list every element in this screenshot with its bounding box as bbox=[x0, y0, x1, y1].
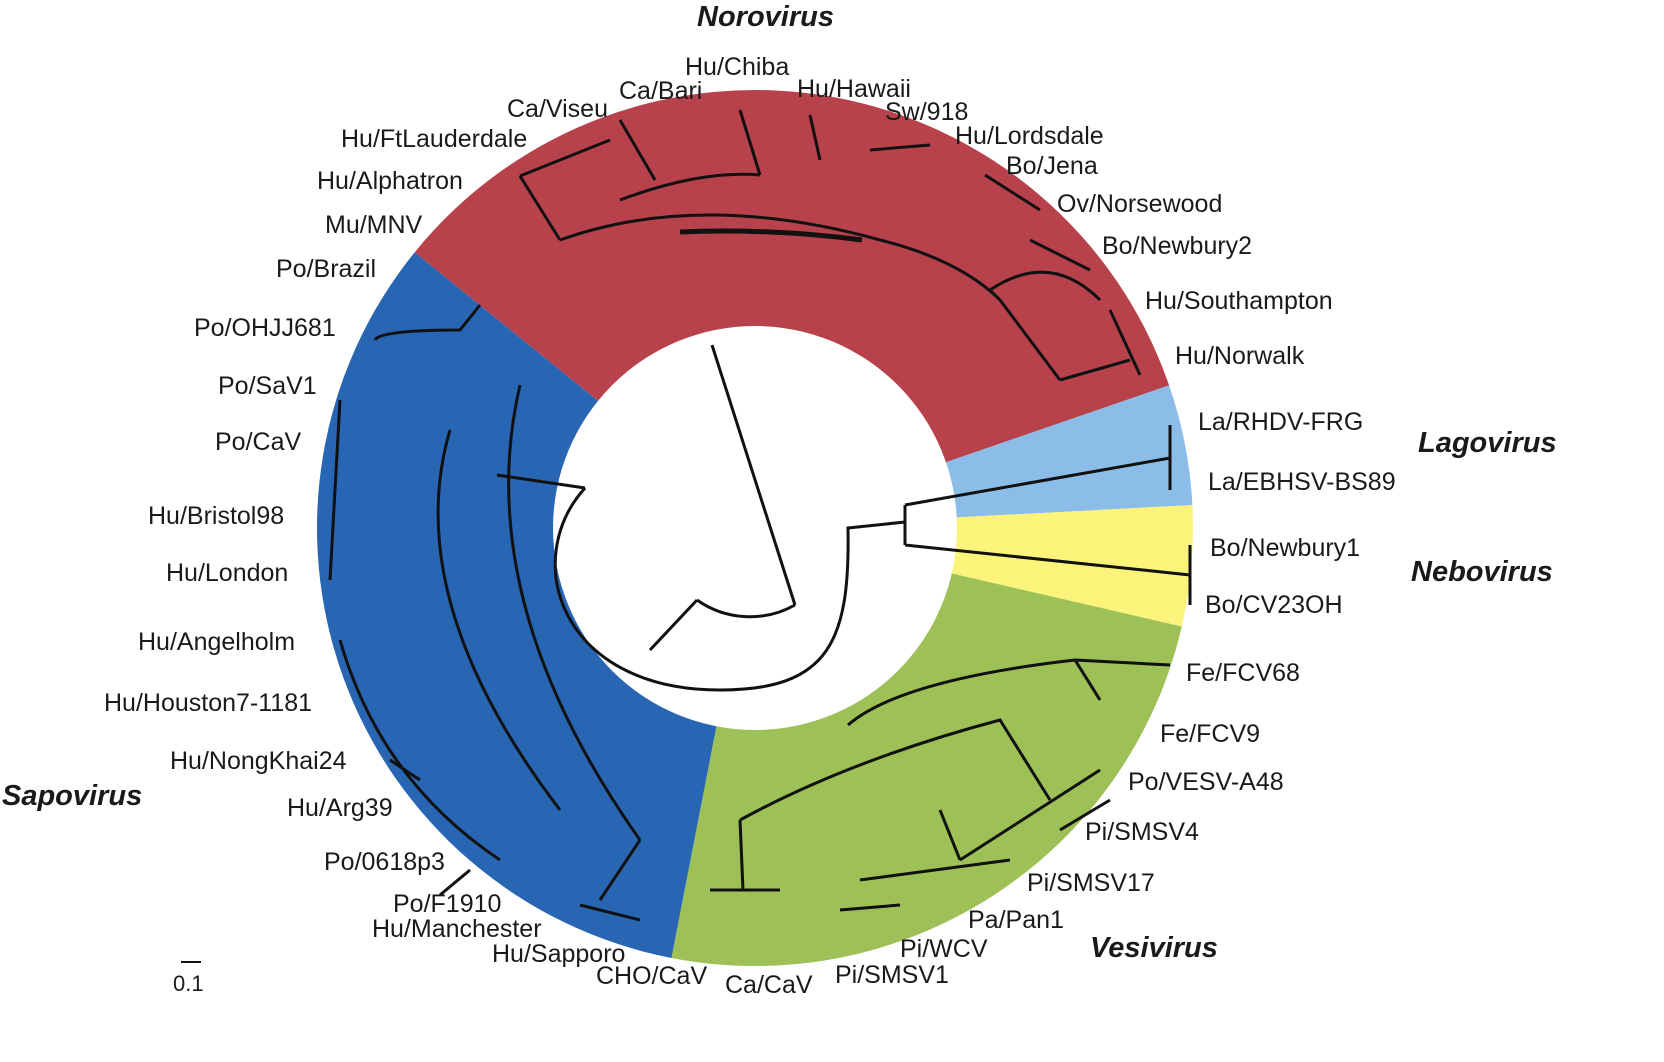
taxon-label: Hu/Norwalk bbox=[1175, 342, 1305, 370]
taxon-label: Po/OHJJ681 bbox=[194, 314, 336, 342]
genus-label-nebovirus: Nebovirus bbox=[1411, 556, 1553, 588]
lagovirus-sector bbox=[944, 385, 1193, 518]
taxon-label: Pa/Pan1 bbox=[968, 906, 1064, 934]
taxon-label: Pi/SMSV17 bbox=[1027, 869, 1155, 897]
nebovirus-sector bbox=[949, 505, 1193, 627]
taxon-label: Hu/Hawaii bbox=[797, 75, 911, 103]
scale-bar: 0.1 bbox=[173, 961, 204, 996]
taxon-label: Hu/NongKhai24 bbox=[170, 747, 347, 775]
taxon-label: Po/CaV bbox=[215, 428, 301, 456]
taxon-label: Po/VESV-A48 bbox=[1128, 768, 1284, 796]
norovirus-arc bbox=[559, 213, 881, 242]
taxon-label: CHO/CaV bbox=[596, 962, 707, 990]
root-arc bbox=[696, 598, 796, 619]
taxon-label: Hu/Arg39 bbox=[287, 794, 393, 822]
taxon-label: Hu/Houston7-1181 bbox=[104, 689, 312, 717]
taxon-label: Sw/918 bbox=[885, 98, 968, 126]
norovirus-branches bbox=[518, 109, 1142, 382]
taxon-label: Hu/Alphatron bbox=[317, 167, 463, 195]
taxon-label: Bo/Newbury2 bbox=[1102, 232, 1252, 260]
taxon-label: Bo/Jena bbox=[1006, 152, 1098, 180]
taxon-label: Pi/WCV bbox=[900, 935, 988, 963]
taxon-label: Hu/Bristol98 bbox=[148, 502, 284, 530]
taxon-label: Hu/FtLauderdale bbox=[341, 125, 527, 153]
tree-branches bbox=[328, 109, 1192, 922]
taxon-label: Fe/FCV9 bbox=[1160, 720, 1260, 748]
taxon-label: Po/0618p3 bbox=[324, 848, 445, 876]
genus-labels: Norovirus Lagovirus Nebovirus Vesivirus … bbox=[2, 1, 1557, 964]
taxon-label: Ca/Bari bbox=[619, 77, 702, 105]
taxon-label: Bo/Newbury1 bbox=[1210, 534, 1360, 562]
taxon-label: Mu/MNV bbox=[325, 211, 423, 239]
genus-label-sapovirus: Sapovirus bbox=[2, 780, 142, 812]
lago-nebo-branches bbox=[903, 425, 1192, 605]
taxon-label: Fe/FCV68 bbox=[1186, 659, 1300, 687]
sapovirus-stem bbox=[496, 473, 586, 490]
inner-circle bbox=[553, 326, 957, 730]
taxon-label: Pi/SMSV1 bbox=[835, 961, 949, 989]
taxon-label: La/EBHSV-BS89 bbox=[1208, 468, 1396, 496]
vesivirus-sector bbox=[671, 572, 1182, 966]
taxon-label: Hu/Sapporo bbox=[492, 940, 625, 968]
taxon-label: Ca/Viseu bbox=[507, 95, 608, 123]
taxon-label: Po/Brazil bbox=[276, 255, 376, 283]
taxon-label: Hu/Chiba bbox=[685, 53, 789, 81]
scale-bar-label: 0.1 bbox=[173, 971, 204, 996]
taxon-label: Ov/Norsewood bbox=[1057, 190, 1222, 218]
taxon-label: Po/SaV1 bbox=[218, 372, 317, 400]
taxon-label: Ca/CaV bbox=[725, 971, 813, 999]
genus-label-norovirus: Norovirus bbox=[697, 1, 834, 33]
norovirus-subarc bbox=[679, 228, 863, 243]
basal-arc bbox=[553, 486, 906, 692]
genus-sectors bbox=[316, 90, 1193, 966]
norovirus-sector bbox=[414, 90, 1170, 463]
vesivirus-branches bbox=[710, 658, 1171, 912]
sapovirus-sector bbox=[316, 252, 717, 958]
sapovirus-arc bbox=[328, 304, 642, 922]
norovirus-stem bbox=[710, 344, 797, 606]
taxon-label: Hu/Southampton bbox=[1145, 287, 1333, 315]
genus-label-lagovirus: Lagovirus bbox=[1418, 427, 1557, 459]
taxon-label: Hu/Manchester bbox=[372, 915, 542, 943]
taxon-label: Pi/SMSV4 bbox=[1085, 818, 1199, 846]
taxon-label: Hu/London bbox=[166, 559, 288, 587]
taxon-label: La/RHDV-FRG bbox=[1198, 408, 1363, 436]
genus-label-vesivirus: Vesivirus bbox=[1090, 932, 1218, 964]
taxon-label: Bo/CV23OH bbox=[1205, 591, 1343, 619]
taxon-labels: Mu/MNV Hu/Alphatron Hu/FtLauderdale Ca/V… bbox=[104, 53, 1396, 999]
taxon-label: Po/F1910 bbox=[393, 890, 501, 918]
taxon-label: Hu/Angelholm bbox=[138, 628, 295, 656]
taxon-label: Hu/Lordsdale bbox=[955, 122, 1104, 150]
